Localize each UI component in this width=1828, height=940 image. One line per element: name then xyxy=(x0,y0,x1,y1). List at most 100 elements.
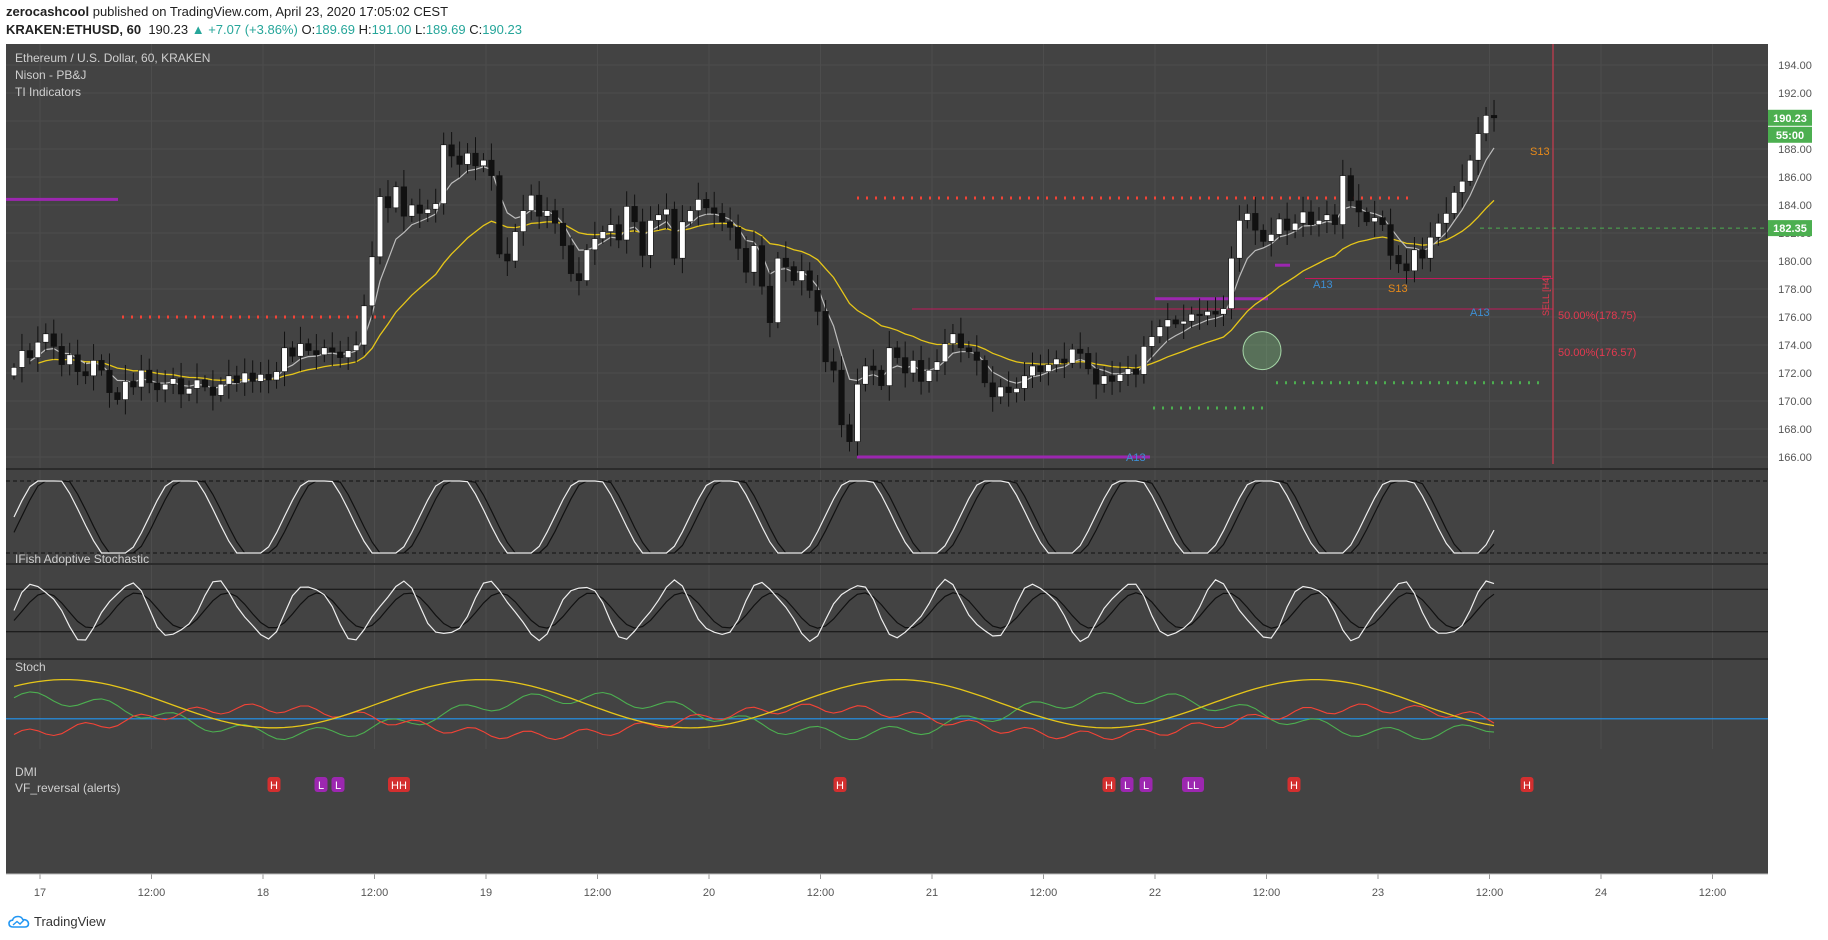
candle-bull xyxy=(1411,249,1418,272)
candle-bear xyxy=(981,360,988,384)
a13-label-2: A13 xyxy=(1313,279,1333,291)
candle-bear xyxy=(488,159,495,176)
candle-bull xyxy=(1101,375,1108,385)
price-axis-strip xyxy=(1768,44,1828,874)
candle-bull xyxy=(90,360,97,377)
publication-header: zerocashcool published on TradingView.co… xyxy=(0,0,1828,44)
dmi-pane-title: DMI xyxy=(15,765,37,779)
candle-bear xyxy=(1387,224,1394,256)
candle-bull xyxy=(1292,222,1299,231)
candle-bull xyxy=(607,224,614,232)
pane-dividers xyxy=(6,468,1768,660)
candle-bear xyxy=(106,369,113,393)
candle-bear xyxy=(894,347,901,358)
candle-bear xyxy=(209,386,216,396)
s13-label-2: S13 xyxy=(1530,146,1550,158)
candle-bear xyxy=(289,347,296,357)
price-axis-label: 186.00 xyxy=(1778,172,1812,184)
candle-bull xyxy=(376,196,384,258)
candle-bull xyxy=(1228,257,1235,309)
candle-bear xyxy=(146,369,153,384)
open-label: O: xyxy=(301,22,316,37)
fib-label-1: 50.00%(178.75) xyxy=(1558,310,1636,322)
footer: TradingView xyxy=(0,904,1828,940)
candle-bull xyxy=(933,361,941,371)
high-value: 191.00 xyxy=(371,22,412,37)
tradingview-cloud-icon xyxy=(8,915,30,928)
vf-marker-label: L xyxy=(335,780,341,792)
candle-bear xyxy=(177,378,185,395)
candle-bear xyxy=(82,371,89,377)
candle-bull xyxy=(695,199,702,211)
last-price-badge: 190.23 xyxy=(1773,113,1807,125)
price-axis-label: 184.00 xyxy=(1778,200,1812,212)
candle-bear xyxy=(1355,200,1362,213)
candle-bull xyxy=(1475,133,1482,161)
vf-marker-bg xyxy=(1520,777,1534,792)
candle-bull xyxy=(1244,213,1251,221)
time-axis[interactable]: 17 12:00 18 12:00 19 12:00 20 12:00 21 12:00 22 12:… xyxy=(6,873,1768,899)
candle-bull xyxy=(544,210,551,217)
dmi-minus-line xyxy=(13,703,1495,741)
time-label: 23 xyxy=(1372,887,1384,899)
candle-bear xyxy=(1331,214,1338,225)
candle-bear xyxy=(154,382,161,391)
vf-marker-label: L xyxy=(1124,780,1130,792)
candle-bull xyxy=(1482,115,1490,134)
adx-line xyxy=(13,678,1495,729)
candle-bull xyxy=(138,369,145,388)
price-axis-label: 194.00 xyxy=(1778,60,1812,72)
candle-bull xyxy=(774,257,781,323)
candle-bull xyxy=(583,249,590,281)
vf-marker-label: L xyxy=(1143,780,1149,792)
candle-bear xyxy=(814,290,821,312)
trading-chart[interactable]: 1.000.00-1.00 80.0040.000.00 40.000020.0… xyxy=(0,44,1828,904)
vf-marker-bg xyxy=(1287,777,1301,792)
candle-bull xyxy=(432,203,439,210)
candle-bull xyxy=(345,350,352,358)
close-value: 190.23 xyxy=(482,22,522,37)
candle-bear xyxy=(265,374,272,381)
ohlc-line: KRAKEN:ETHUSD, 60 190.23 ▲ +7.07 (+3.86%… xyxy=(6,22,522,37)
candle-bear xyxy=(742,248,750,273)
price-axis[interactable]: 194.00192.00190.00188.00186.00184.00182.… xyxy=(1768,44,1828,874)
tradingview-brand: TradingView xyxy=(34,914,106,929)
candle-bear xyxy=(719,213,726,223)
price-axis-label: 174.00 xyxy=(1778,340,1812,352)
candle-bull xyxy=(1029,365,1036,377)
candle-bear xyxy=(973,351,980,361)
candle-bear xyxy=(74,354,81,372)
author-name[interactable]: zerocashcool xyxy=(6,4,90,19)
candle-bear xyxy=(201,379,209,388)
candle-bear xyxy=(329,347,336,353)
candle-bull xyxy=(1045,364,1052,372)
candle-bear xyxy=(1085,353,1092,370)
price-pane[interactable] xyxy=(6,44,1768,464)
candle-bear xyxy=(1037,365,1044,372)
candle-bull xyxy=(599,231,606,239)
price-axis-label: 178.00 xyxy=(1778,284,1812,296)
candle-bull xyxy=(1451,192,1458,214)
candle-bull xyxy=(1339,175,1346,225)
candle-bull xyxy=(854,383,861,442)
candle-bear xyxy=(496,175,503,255)
stoch-d-line xyxy=(13,592,1495,629)
candle-bull xyxy=(663,208,670,216)
candle-bear xyxy=(735,227,742,249)
last-price: 190.23 xyxy=(148,22,189,37)
candle-bull xyxy=(512,231,519,262)
tradingview-logo[interactable]: TradingView xyxy=(8,914,106,929)
vf-pane-title: VF_reversal (alerts) xyxy=(15,781,120,795)
time-label: 20 xyxy=(703,887,715,899)
candle-bear xyxy=(384,196,392,209)
candle-bull xyxy=(647,220,654,256)
candle-bull xyxy=(1459,180,1466,193)
countdown-badge: 55:00 xyxy=(1776,130,1804,142)
candle-bear xyxy=(1196,313,1203,316)
candle-bear xyxy=(233,375,240,384)
low-label: L: xyxy=(414,22,426,37)
price-axis-label: 170.00 xyxy=(1778,396,1812,408)
candle-bull xyxy=(257,374,264,382)
candle-bull xyxy=(862,365,869,385)
candle-bull xyxy=(941,343,949,363)
